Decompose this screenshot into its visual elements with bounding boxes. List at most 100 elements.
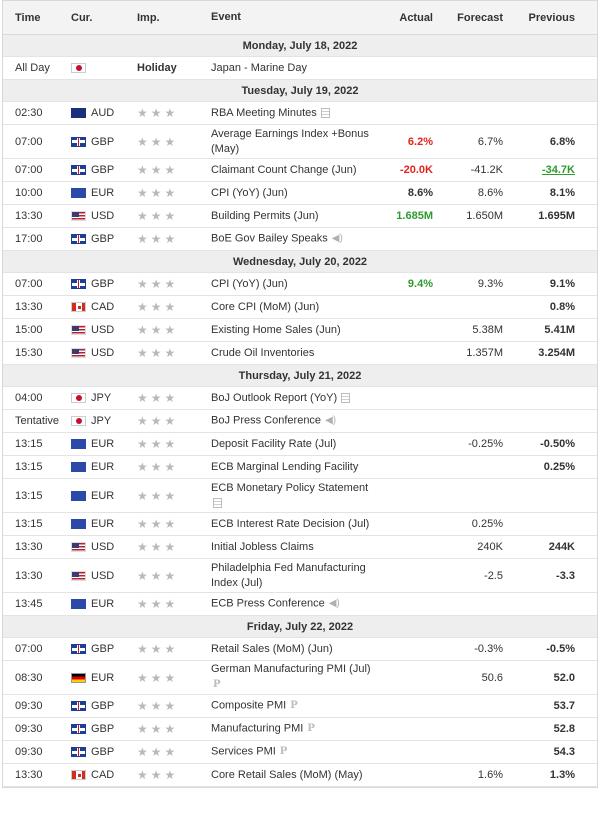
event-time: 13:15 <box>15 461 43 473</box>
eur-flag-icon <box>71 439 86 449</box>
event-row[interactable]: 13:30 CAD ★★★ Core Retail Sales (MoM) (May)… <box>3 764 597 787</box>
preliminary-icon: P <box>213 679 221 691</box>
importance-stars-icon: ★★★ <box>137 517 179 531</box>
event-currency: USD <box>63 347 131 359</box>
event-row[interactable]: 13:45 EUR ★★★ ECB Press Conference ◀) <box>3 593 597 616</box>
currency-code: GBP <box>91 233 115 245</box>
importance-stars-icon: ★★★ <box>137 437 179 451</box>
event-time: 13:30 <box>15 301 43 313</box>
event-row[interactable]: 13:30 USD ★★★ Philadelphia Fed Manufacturin… <box>3 559 597 593</box>
forecast-value: -0.3% <box>474 643 503 655</box>
event-name[interactable]: ECB Press Conference ◀) <box>211 596 383 611</box>
event-name[interactable]: Retail Sales (MoM) (Jun) <box>211 642 383 657</box>
forecast-value: 1.650M <box>466 210 503 222</box>
event-row[interactable]: 10:00 EUR ★★★ CPI (YoY) (Jun) 8.6% 8.6% 8.1% <box>3 182 597 205</box>
header-actual[interactable]: Actual <box>399 11 433 24</box>
previous-value: 5.41M <box>544 324 575 336</box>
event-name[interactable]: Japan - Marine Day <box>211 61 383 76</box>
event-name[interactable]: ECB Monetary Policy Statement <box>211 481 383 511</box>
previous-value: 0.8% <box>549 301 575 313</box>
event-name[interactable]: Building Permits (Jun) <box>211 209 383 224</box>
previous-value: -3.3 <box>556 569 575 582</box>
event-name[interactable]: Core Retail Sales (MoM) (May) <box>211 768 383 783</box>
event-time: 09:30 <box>15 723 43 735</box>
event-name[interactable]: ECB Marginal Lending Facility <box>211 460 383 475</box>
event-name[interactable]: Manufacturing PMI P <box>211 721 383 736</box>
gbp-flag-icon <box>71 644 86 654</box>
event-row[interactable]: 13:30 USD ★★★ Building Permits (Jun) 1.685M 1… <box>3 205 597 228</box>
eur-flag-icon <box>71 188 86 198</box>
event-row[interactable]: All Day Holiday Japan - Marine Day <box>3 57 597 80</box>
event-currency: EUR <box>63 187 131 199</box>
event-row[interactable]: 09:30 GBP ★★★ Manufacturing PMI P 52.8 <box>3 718 597 741</box>
event-row[interactable]: 13:15 EUR ★★★ Deposit Facility Rate (Jul) -0… <box>3 433 597 456</box>
preliminary-icon: P <box>307 723 315 735</box>
eur-flag-icon <box>71 599 86 609</box>
event-row[interactable]: 02:30 AUD ★★★ RBA Meeting Minutes <box>3 102 597 125</box>
header-time[interactable]: Time <box>15 11 41 24</box>
event-row[interactable]: 15:00 USD ★★★ Existing Home Sales (Jun) 5.38… <box>3 319 597 342</box>
event-currency: GBP <box>63 278 131 290</box>
importance-stars-icon: ★★★ <box>137 597 179 611</box>
event-row[interactable]: 07:00 GBP ★★★ Retail Sales (MoM) (Jun) -0.3%… <box>3 638 597 661</box>
event-currency <box>63 63 131 73</box>
event-row[interactable]: 13:15 EUR ★★★ ECB Monetary Policy Statement <box>3 479 597 513</box>
previous-value: 52.8 <box>553 723 575 735</box>
header-previous[interactable]: Previous <box>528 11 575 24</box>
event-row[interactable]: 13:15 EUR ★★★ ECB Interest Rate Decision (J… <box>3 513 597 536</box>
event-name[interactable]: BoJ Press Conference ◀) <box>211 413 383 428</box>
event-name[interactable]: ECB Interest Rate Decision (Jul) <box>211 517 383 532</box>
event-row[interactable]: 07:00 GBP ★★★ Claimant Count Change (Jun) -2… <box>3 159 597 182</box>
event-name[interactable]: German Manufacturing PMI (Jul) P <box>211 662 383 692</box>
event-currency: EUR <box>63 490 131 502</box>
event-name[interactable]: Claimant Count Change (Jun) <box>211 163 383 178</box>
event-currency: EUR <box>63 461 131 473</box>
event-name[interactable]: Services PMI P <box>211 744 383 759</box>
event-currency: EUR <box>63 672 131 684</box>
event-name[interactable]: RBA Meeting Minutes <box>211 106 383 121</box>
event-label: Claimant Count Change (Jun) <box>211 163 357 176</box>
event-name[interactable]: Crude Oil Inventories <box>211 346 383 361</box>
event-row[interactable]: 13:30 USD ★★★ Initial Jobless Claims 240K 244… <box>3 536 597 559</box>
event-time: 13:45 <box>15 598 43 610</box>
event-label: Retail Sales (MoM) (Jun) <box>211 642 333 655</box>
importance-stars-icon: ★★★ <box>137 460 179 474</box>
event-row[interactable]: 09:30 GBP ★★★ Services PMI P 54.3 <box>3 741 597 764</box>
event-row[interactable]: Tentative JPY ★★★ BoJ Press Conference ◀) <box>3 410 597 433</box>
event-label: CPI (YoY) (Jun) <box>211 277 288 290</box>
header-event[interactable]: Event <box>211 11 241 23</box>
event-name[interactable]: Existing Home Sales (Jun) <box>211 323 383 338</box>
forecast-value: 1.6% <box>477 769 503 781</box>
event-row[interactable]: 09:30 GBP ★★★ Composite PMI P 53.7 <box>3 695 597 718</box>
event-row[interactable]: 15:30 USD ★★★ Crude Oil Inventories 1.357M 3.… <box>3 342 597 365</box>
header-forecast[interactable]: Forecast <box>457 11 503 24</box>
event-name[interactable]: Average Earnings Index +Bonus (May) <box>211 127 383 157</box>
forecast-value: 240K <box>477 541 503 553</box>
event-row[interactable]: 13:30 CAD ★★★ Core CPI (MoM) (Jun) 0.8% <box>3 296 597 319</box>
event-label: Deposit Facility Rate (Jul) <box>211 437 337 450</box>
event-name[interactable]: Deposit Facility Rate (Jul) <box>211 437 383 452</box>
event-name[interactable]: CPI (YoY) (Jun) <box>211 277 383 292</box>
event-name[interactable]: BoJ Outlook Report (YoY) <box>211 391 383 406</box>
event-row[interactable]: 04:00 JPY ★★★ BoJ Outlook Report (YoY) <box>3 387 597 410</box>
header-currency[interactable]: Cur. <box>63 12 131 24</box>
event-row[interactable]: 08:30 EUR ★★★ German Manufacturing PMI (Jul… <box>3 661 597 695</box>
event-name[interactable]: Core CPI (MoM) (Jun) <box>211 300 383 315</box>
previous-value: 6.8% <box>549 135 575 148</box>
event-name[interactable]: BoE Gov Bailey Speaks ◀) <box>211 231 383 246</box>
currency-code: GBP <box>91 723 115 735</box>
cad-flag-icon <box>71 302 86 312</box>
doc-icon <box>341 392 351 403</box>
event-row[interactable]: 17:00 GBP ★★★ BoE Gov Bailey Speaks ◀) <box>3 228 597 251</box>
event-row[interactable]: 07:00 GBP ★★★ CPI (YoY) (Jun) 9.4% 9.3% 9.1% <box>3 273 597 296</box>
event-row[interactable]: 13:15 EUR ★★★ ECB Marginal Lending Facility… <box>3 456 597 479</box>
event-name[interactable]: CPI (YoY) (Jun) <box>211 186 383 201</box>
forecast-value: -2.5 <box>484 569 503 582</box>
importance-stars-icon: ★★★ <box>137 232 179 246</box>
event-name[interactable]: Philadelphia Fed Manufacturing Index (Ju… <box>211 561 383 591</box>
importance-stars-icon: ★★★ <box>137 134 179 149</box>
event-name[interactable]: Initial Jobless Claims <box>211 540 383 555</box>
event-name[interactable]: Composite PMI P <box>211 698 383 713</box>
header-importance[interactable]: Imp. <box>137 11 160 24</box>
event-row[interactable]: 07:00 GBP ★★★ Average Earnings Index +Bonus… <box>3 125 597 159</box>
